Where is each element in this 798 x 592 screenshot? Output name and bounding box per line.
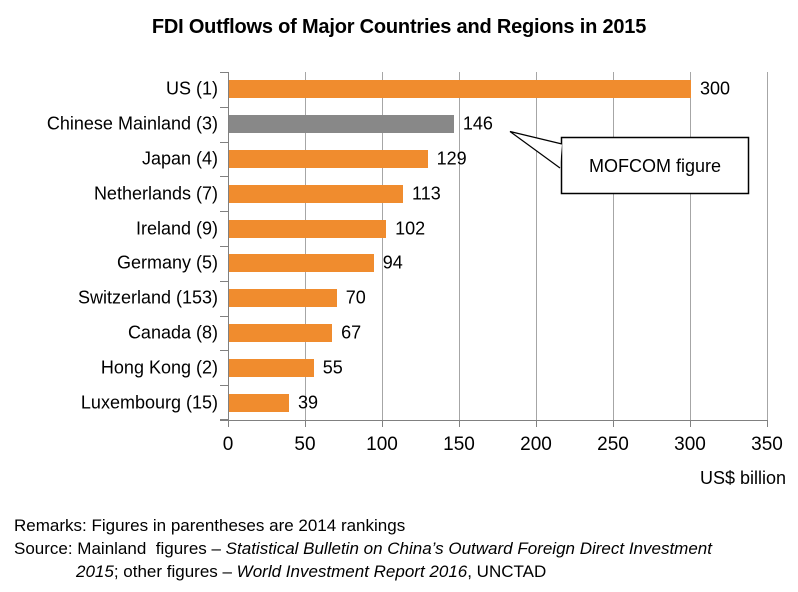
x-axis-tick-labels: 0 50 100 150 200 250 300 350: [223, 434, 783, 458]
gridline: [767, 72, 768, 420]
value-label: 113: [412, 183, 441, 204]
x-axis-line: [220, 420, 767, 421]
source-line: 2015; other figures – World Investment R…: [76, 562, 547, 581]
y-axis-tick: [220, 316, 228, 317]
x-tick-label: 100: [366, 434, 398, 455]
bar: [229, 324, 333, 342]
value-label: 129: [436, 148, 467, 169]
category-label: Ireland (9): [135, 218, 218, 239]
callout-pointer: [509, 130, 563, 169]
x-axis-tick: [766, 420, 768, 427]
bar: [229, 184, 404, 203]
y-axis-tick: [220, 350, 228, 351]
category-label: Germany (5): [116, 252, 218, 273]
category-label: Chinese Mainland (3): [46, 113, 218, 134]
bar: [229, 150, 428, 168]
y-axis-tick: [220, 176, 228, 177]
bar: [229, 115, 454, 134]
x-axis-tick: [227, 420, 229, 427]
bar: [229, 80, 691, 99]
x-tick-label: 150: [443, 434, 475, 455]
category-label: Luxembourg (15): [80, 392, 218, 413]
gridline: [690, 72, 691, 420]
source-line: Source: Mainland figures – Statistical B…: [14, 539, 712, 558]
x-tick-label: 0: [222, 434, 234, 455]
value-label: 102: [395, 218, 426, 239]
value-label: 55: [322, 357, 343, 378]
category-label: Japan (4): [141, 148, 218, 169]
gridline: [536, 72, 537, 420]
footnotes: Remarks: Figures in parentheses are 2014…: [14, 514, 786, 583]
category-label: US (1): [165, 78, 218, 99]
chart-title: FDI Outflows of Major Countries and Regi…: [151, 16, 647, 38]
x-axis-tick: [381, 420, 383, 427]
category-label: Hong Kong (2): [100, 357, 218, 378]
x-axis-tick: [458, 420, 460, 427]
y-axis-tick: [220, 246, 228, 247]
x-tick-label: 350: [751, 434, 783, 455]
y-axis-line: [228, 72, 229, 420]
x-tick-label: 200: [520, 434, 552, 455]
y-axis-tick: [220, 142, 228, 143]
bar: [229, 254, 374, 273]
category-label: Switzerland (153): [77, 287, 218, 308]
callout-label: MOFCOM figure: [589, 156, 721, 176]
callout-box: [560, 136, 750, 195]
gridline: [382, 72, 383, 420]
axis-unit-label: US$ billion: [699, 468, 786, 488]
y-axis-tick: [220, 385, 228, 386]
bar: [229, 289, 337, 308]
x-axis-tick: [689, 420, 691, 427]
x-axis-tick: [612, 420, 614, 427]
x-tick-label: 250: [597, 434, 629, 455]
plot-area: 300 146 129 113 102 94 70 67 55 39: [220, 72, 768, 427]
y-axis-tick: [220, 419, 228, 420]
remarks-line: Remarks: Figures in parentheses are 2014…: [14, 516, 406, 535]
gridline: [613, 72, 614, 420]
value-label: 70: [345, 287, 366, 308]
bar: [229, 358, 314, 377]
gridline: [459, 72, 460, 420]
x-tick-label: 50: [294, 434, 316, 455]
y-axis-tick: [220, 211, 228, 212]
value-label: 300: [700, 78, 731, 99]
category-label: Netherlands (7): [93, 183, 218, 204]
bar: [229, 219, 387, 238]
value-label: 146: [462, 113, 493, 134]
x-tick-label: 300: [674, 434, 706, 455]
gridline: [305, 72, 306, 420]
y-axis-tick: [220, 281, 228, 282]
value-label: 39: [298, 392, 319, 413]
category-axis: US (1) Chinese Mainland (3) Japan (4) Nethe…: [0, 72, 218, 420]
value-label: 94: [382, 252, 403, 273]
value-label: 67: [341, 322, 362, 343]
bar: [229, 393, 290, 412]
category-label: Canada (8): [127, 322, 218, 343]
x-axis-tick: [535, 420, 537, 427]
y-axis-tick: [220, 107, 228, 108]
x-axis-tick: [304, 420, 306, 427]
y-axis-tick: [220, 72, 228, 73]
